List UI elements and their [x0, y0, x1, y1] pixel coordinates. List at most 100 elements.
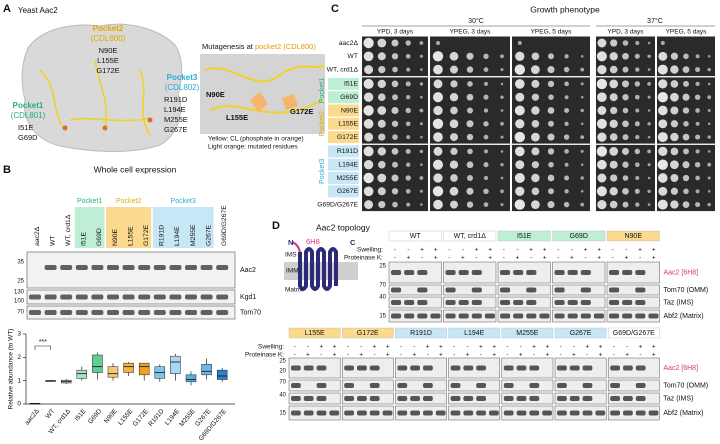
- colony-spot: [564, 81, 569, 87]
- sign: -: [400, 352, 402, 359]
- sign: +: [543, 255, 547, 262]
- band: [635, 287, 646, 293]
- colony-spot: [531, 52, 540, 61]
- sign: +: [639, 344, 643, 351]
- blot: [341, 392, 394, 405]
- size-marker: 20: [279, 369, 286, 375]
- band: [417, 270, 428, 275]
- box: [170, 355, 181, 374]
- colony-spot: [682, 133, 690, 141]
- sign: -: [347, 344, 349, 351]
- band: [369, 396, 380, 401]
- colony-spot: [707, 202, 711, 207]
- colony-spot: [531, 161, 540, 169]
- colony-spot: [634, 188, 640, 194]
- sign: +: [373, 344, 377, 351]
- size-marker: 70: [279, 380, 286, 386]
- band: [582, 410, 593, 416]
- band: [357, 365, 367, 371]
- colony-spot: [514, 105, 525, 116]
- sign: +: [488, 247, 492, 254]
- topology-label: N: [288, 238, 293, 247]
- sign: +: [461, 255, 465, 262]
- colony-spot: [563, 66, 570, 73]
- colony-spot: [363, 172, 374, 184]
- colony-spot: [392, 161, 398, 168]
- band: [291, 396, 301, 401]
- band: [44, 294, 57, 300]
- colony-spot: [419, 122, 423, 126]
- n-terminus: [291, 241, 301, 253]
- band: [580, 287, 591, 293]
- band: [610, 365, 620, 371]
- blot: [388, 296, 442, 309]
- blot: [395, 379, 447, 392]
- sign: -: [613, 352, 615, 359]
- sign: -: [394, 255, 396, 262]
- blot: [288, 357, 341, 379]
- band: [569, 365, 580, 371]
- band: [303, 396, 314, 401]
- lane-label: G69D/G267E: [221, 205, 228, 246]
- lane-label: L155E: [127, 226, 134, 246]
- band: [29, 310, 41, 315]
- pocket-header: Pocket3: [171, 198, 196, 205]
- colony-spot: [548, 161, 554, 168]
- colony-spot: [707, 122, 711, 126]
- band: [557, 396, 567, 401]
- band: [450, 410, 461, 416]
- sign: -: [294, 352, 296, 359]
- colony-spot: [647, 149, 651, 154]
- blot: [552, 284, 606, 296]
- band: [513, 270, 524, 275]
- treatment-label: Swelling:: [258, 344, 284, 351]
- band: [60, 294, 73, 300]
- band: [463, 396, 474, 401]
- colony-spot: [449, 160, 459, 169]
- colony-spot: [682, 107, 690, 114]
- band: [529, 396, 540, 401]
- colony-spot: [635, 67, 640, 72]
- band: [169, 310, 182, 315]
- group-label: WT: [410, 233, 422, 240]
- band: [417, 300, 428, 305]
- sign: -: [394, 247, 396, 254]
- colony-spot: [707, 82, 711, 86]
- colony-spot: [694, 94, 701, 100]
- band: [513, 313, 524, 319]
- band: [122, 310, 135, 315]
- colony-spot: [450, 106, 458, 115]
- sign: +: [529, 247, 533, 254]
- blot: [554, 405, 607, 421]
- colony-spot: [449, 51, 459, 61]
- colony-spot: [449, 133, 459, 142]
- colony-spot: [580, 163, 584, 166]
- band: [185, 265, 197, 270]
- colony-spot: [466, 187, 474, 195]
- colony-spot: [433, 132, 443, 142]
- colony-spot: [419, 41, 424, 45]
- colony-spot: [707, 135, 711, 139]
- colony-spot: [647, 176, 651, 180]
- colony-spot: [547, 148, 555, 155]
- colony-spot: [377, 79, 386, 89]
- colony-spot: [707, 108, 711, 113]
- colony-spot: [531, 79, 540, 88]
- band: [529, 383, 540, 388]
- band: [410, 365, 420, 371]
- colony-spot: [597, 159, 607, 170]
- band: [369, 365, 380, 371]
- colony-spot: [450, 174, 458, 182]
- band: [516, 396, 527, 401]
- band: [463, 410, 474, 416]
- band: [610, 383, 620, 388]
- colony-spot: [580, 95, 584, 99]
- colony-spot: [500, 203, 504, 207]
- colony-spot: [657, 159, 668, 170]
- colony-spot: [515, 119, 525, 129]
- band: [609, 313, 620, 319]
- sign: +: [545, 352, 549, 359]
- blot-label: Tom70: [240, 309, 261, 316]
- lane-label: M255E: [190, 224, 197, 246]
- band: [216, 265, 229, 270]
